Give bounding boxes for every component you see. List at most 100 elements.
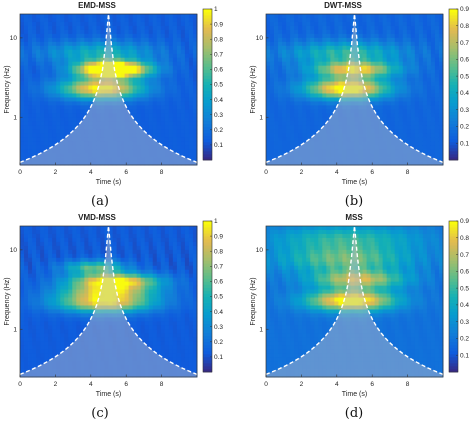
colorbar-tick-label: 0.4 (214, 309, 223, 316)
colorbar-tick-label: 0.1 (460, 140, 469, 147)
y-axis-label: Frequency (Hz) (250, 277, 257, 325)
x-tick-label: 8 (406, 381, 410, 388)
x-tick-label: 8 (160, 381, 164, 388)
colorbar: 0.1 0.2 0.3 0.4 0.5 0.6 0.7 0.8 0.9 (448, 6, 469, 161)
colorbar-tick-label: 0.4 (460, 302, 469, 309)
x-tick-label: 2 (54, 169, 58, 176)
x-tick-label: 0 (18, 381, 22, 388)
heatmap-cells (266, 14, 444, 166)
x-tick-label: 0 (264, 381, 268, 388)
x-axis-label: Time (s) (342, 391, 367, 398)
x-tick-label: 4 (335, 169, 339, 176)
x-tick-label: 0 (264, 169, 268, 176)
chart-title: MSS (345, 213, 363, 222)
cone-of-influence-shade (20, 226, 197, 377)
cone-of-influence-curve (19, 225, 198, 376)
colorbar-tick-label: 0.9 (460, 6, 469, 13)
colorbar-tick-label: 0.2 (460, 124, 469, 131)
colorbar-tick-label: 0.7 (214, 264, 223, 271)
colorbar-tick-label: 0.3 (214, 324, 223, 331)
colorbar-tick-label: 0.3 (460, 319, 469, 326)
panel-caption: (a) (91, 194, 109, 209)
colorbar-tick-label: 0.7 (214, 52, 223, 59)
colorbar-tick-label: 0.6 (214, 67, 223, 74)
colorbar-tick-label: 0.8 (460, 235, 469, 242)
y-axis-label: Frequency (Hz) (250, 65, 257, 113)
chart-title: DWT-MSS (324, 1, 362, 10)
y-tick-label: 10 (10, 35, 18, 42)
colorbar-tick-label: 0.6 (460, 269, 469, 276)
x-axis-label: Time (s) (96, 179, 121, 186)
y-tick-label: 1 (13, 327, 17, 334)
colorbar-tick-label: 0.5 (460, 73, 469, 80)
y-tick-label: 10 (256, 35, 264, 42)
x-axis-label: Time (s) (96, 391, 121, 398)
x-tick-label: 8 (160, 169, 164, 176)
chart-title: VMD-MSS (78, 213, 116, 222)
chart-title: EMD-MSS (78, 1, 116, 10)
colorbar: 0.1 0.2 0.3 0.4 0.5 0.6 0.7 0.8 0.9 1 (202, 218, 223, 373)
colorbar-tick-label: 0.7 (460, 252, 469, 259)
cone-of-influence-shade (266, 226, 443, 377)
y-axis-label: Frequency (Hz) (4, 65, 11, 113)
colorbar-tick-label: 0.2 (460, 336, 469, 343)
x-tick-label: 4 (89, 169, 93, 176)
cone-of-influence-shade (20, 14, 197, 165)
x-tick-label: 2 (54, 381, 58, 388)
x-tick-label: 8 (406, 169, 410, 176)
colorbar-tick-label: 0.6 (460, 57, 469, 64)
colorbar-tick-label: 0.5 (460, 285, 469, 292)
colorbar-tick-label: 0.3 (460, 107, 469, 114)
cone-of-influence-shade (266, 14, 443, 165)
cone-of-influence-curve (265, 225, 444, 376)
colorbar-tick-label: 0.1 (214, 142, 223, 149)
colorbar-tick-label: 0.3 (214, 112, 223, 119)
colorbar-tick-label: 0.2 (214, 127, 223, 134)
colorbar-tick-label: 1 (214, 218, 218, 225)
colorbar-tick-label: 0.1 (460, 352, 469, 359)
colorbar-tick-label: 0.9 (460, 218, 469, 225)
colorbar-tick-label: 0.5 (214, 82, 223, 89)
x-tick-label: 4 (89, 381, 93, 388)
colorbar-tick-label: 0.1 (214, 354, 223, 361)
colorbar-frame (448, 8, 459, 161)
colorbar-tick-label: 0.4 (460, 90, 469, 97)
x-tick-label: 6 (124, 381, 128, 388)
colorbar-tick-label: 0.7 (460, 40, 469, 47)
x-tick-label: 6 (370, 381, 374, 388)
heatmap-cells (20, 14, 198, 166)
colorbar-tick-label: 0.8 (214, 248, 223, 255)
axes-frame (19, 13, 198, 166)
x-tick-label: 4 (335, 381, 339, 388)
x-tick-label: 0 (18, 169, 22, 176)
y-axis-label: Frequency (Hz) (4, 277, 11, 325)
colorbar-frame (448, 220, 459, 373)
y-tick-label: 1 (259, 115, 263, 122)
colorbar-tick-label: 0.9 (214, 233, 223, 240)
y-tick-label: 1 (13, 115, 17, 122)
colorbar-tick-label: 0.8 (460, 23, 469, 30)
y-tick-label: 1 (259, 327, 263, 334)
axes-frame (19, 225, 198, 378)
colorbar: 0.1 0.2 0.3 0.4 0.5 0.6 0.7 0.8 0.9 (448, 218, 469, 373)
x-tick-label: 2 (300, 169, 304, 176)
y-tick-label: 10 (10, 247, 18, 254)
x-axis-label: Time (s) (342, 179, 367, 186)
colorbar-tick-label: 0.4 (214, 97, 223, 104)
panel-caption: (d) (345, 406, 363, 421)
cone-of-influence-curve (265, 13, 444, 164)
colorbar-tick-label: 0.6 (214, 279, 223, 286)
colorbar-tick-label: 0.5 (214, 294, 223, 301)
colorbar-tick-label: 0.9 (214, 21, 223, 28)
axes-frame (265, 225, 444, 378)
cone-of-influence-curve (19, 13, 198, 164)
x-tick-label: 2 (300, 381, 304, 388)
colorbar-tick-label: 0.2 (214, 339, 223, 346)
panel-caption: (b) (345, 194, 363, 209)
panel-caption: (c) (91, 406, 108, 421)
